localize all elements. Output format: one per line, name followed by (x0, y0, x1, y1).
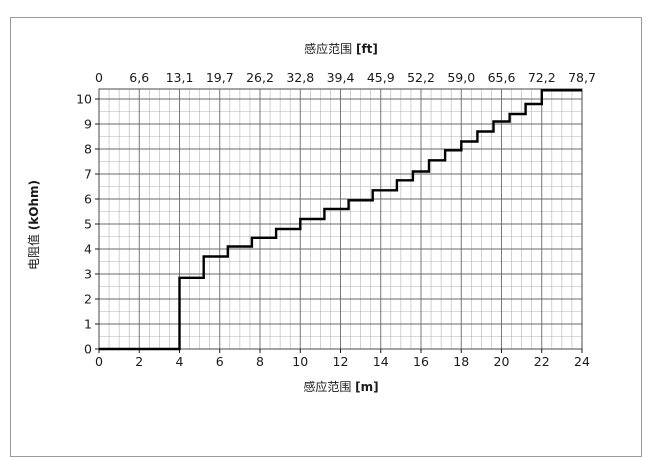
resistance-step-line (99, 89, 582, 351)
y-tick-label: 10 (76, 92, 92, 107)
x-tick-label: 16 (413, 354, 429, 369)
y-tick-label: 2 (84, 292, 92, 307)
top-x-tick-label: 72,2 (528, 70, 556, 85)
y-tick-label: 7 (84, 167, 92, 182)
resistance-range-chart: 0 2 4 6 8 10 12 14 16 18 20 22 240 6,6 13,1 19,7 26,2 32,… (26, 41, 596, 394)
x-tick-label: 2 (135, 354, 143, 369)
y-tick-label: 6 (84, 192, 92, 207)
x-tick-label: 4 (176, 354, 184, 369)
x-tick-label: 20 (494, 354, 510, 369)
y-tick-label: 4 (84, 242, 92, 257)
y-tick-label: 1 (84, 317, 92, 332)
x-tick-label: 24 (574, 354, 590, 369)
x-tick-label: 0 (95, 354, 103, 369)
y-tick-label: 0 (84, 342, 92, 357)
x-tick-label: 22 (534, 354, 550, 369)
top-x-tick-label: 65,6 (488, 70, 516, 85)
x-tick-label: 12 (333, 354, 349, 369)
top-x-axis-title: 感应范围 [ft] (304, 41, 378, 56)
y-tick-label: 9 (84, 117, 92, 132)
y-tick-label: 8 (84, 142, 92, 157)
top-x-tick-label: 52,2 (407, 70, 435, 85)
y-tick-label: 5 (84, 217, 92, 232)
x-tick-label: 6 (216, 354, 224, 369)
x-tick-label: 10 (292, 354, 308, 369)
top-x-tick-label: 59,0 (447, 70, 475, 85)
top-x-tick-label: 0 (95, 70, 103, 85)
top-x-tick-label: 13,1 (166, 70, 194, 85)
top-x-tick-label: 32,8 (286, 70, 314, 85)
x-tick-label: 18 (453, 354, 469, 369)
top-x-tick-label: 39,4 (327, 70, 355, 85)
x-tick-label: 8 (256, 354, 264, 369)
top-x-tick-label: 26,2 (246, 70, 274, 85)
top-x-tick-label: 78,7 (568, 70, 596, 85)
y-axis-title: 电阻值 (kOhm) (26, 180, 41, 270)
x-tick-label: 14 (373, 354, 389, 369)
x-axis-title: 感应范围 [m] (303, 379, 378, 394)
series-layer (99, 89, 582, 351)
top-x-tick-label: 45,9 (367, 70, 395, 85)
axis-ticks: 0 2 4 6 8 10 12 14 16 18 20 22 240 6,6 13,1 19,7 26,2 32,… (76, 70, 596, 369)
major-gridlines (98, 88, 583, 350)
y-tick-label: 3 (84, 267, 92, 282)
top-x-tick-label: 6,6 (129, 70, 149, 85)
top-x-tick-label: 19,7 (206, 70, 234, 85)
